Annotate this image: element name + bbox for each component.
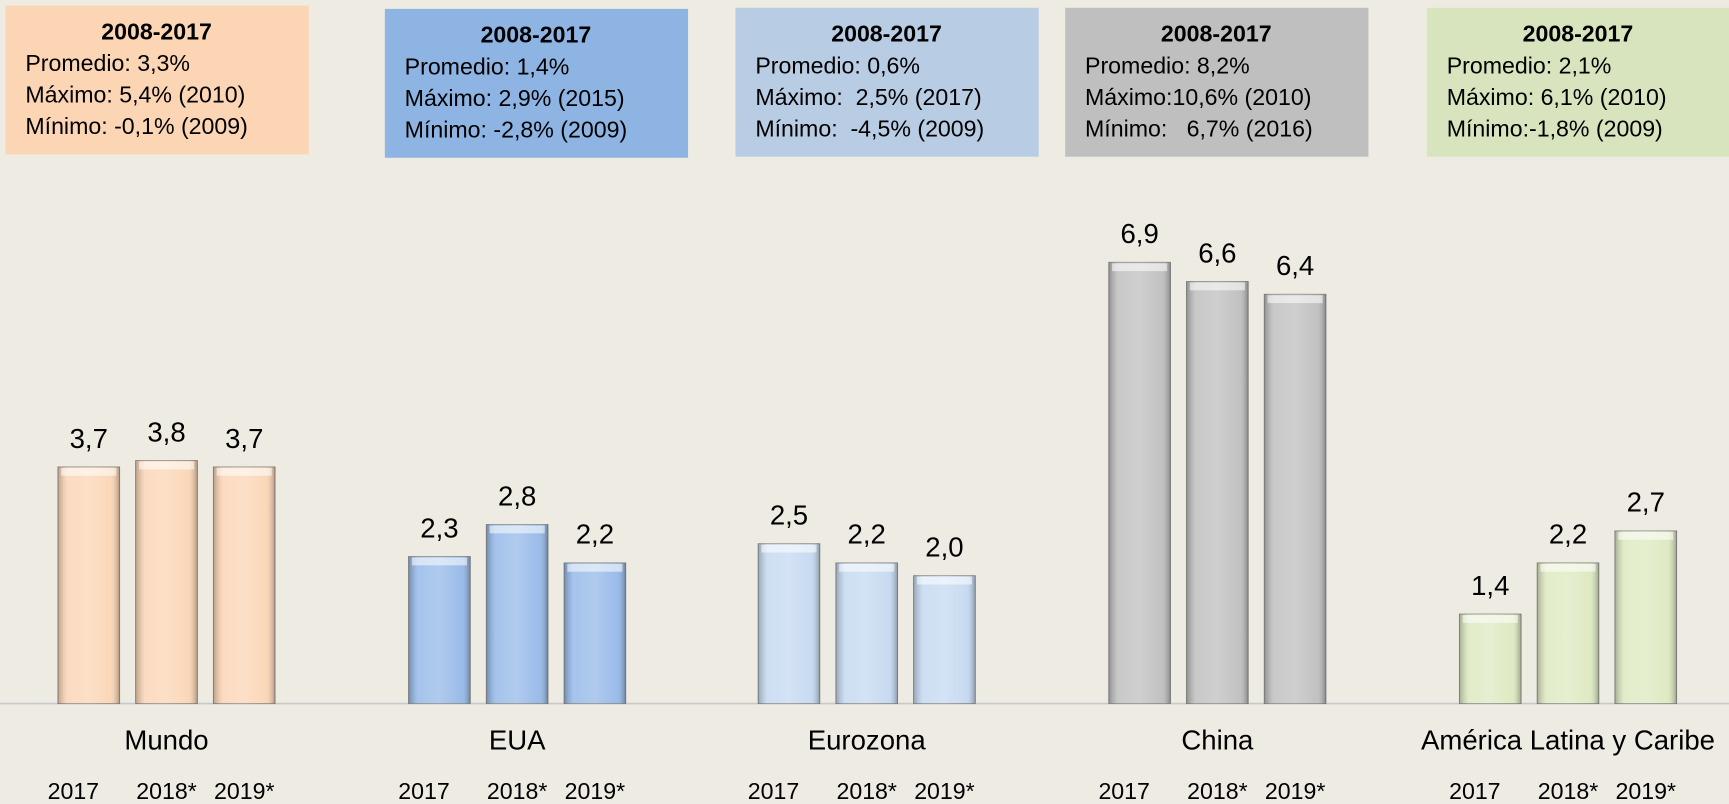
info-box-line: Promedio: 3,3% (25, 50, 190, 76)
info-box-title: 2008-2017 (1523, 20, 1634, 46)
value-label: 6,9 (1120, 218, 1158, 249)
year-label: 2017 (48, 778, 99, 804)
info-box-line: Mínimo: -2,8% (2009) (405, 116, 628, 142)
value-label: 3,7 (225, 423, 263, 454)
bar-cap (567, 563, 623, 572)
info-box-title: 2008-2017 (831, 20, 942, 46)
bar-cap (1189, 282, 1245, 291)
info-box-line: Promedio: 1,4% (405, 54, 570, 80)
bar-cap (1618, 532, 1674, 540)
bar-shade (913, 575, 976, 704)
bar-shade (835, 562, 898, 704)
category-label: América Latina y Caribe (1421, 724, 1715, 755)
bar-cap (1540, 563, 1596, 572)
info-box-line: Promedio: 8,2% (1085, 52, 1250, 78)
info-box-line: Mínimo: 6,7% (2016) (1085, 115, 1313, 141)
info-box (5, 5, 309, 155)
bar-cap (1462, 615, 1518, 623)
value-label: 3,8 (147, 416, 185, 447)
year-label: 2018* (1187, 778, 1247, 804)
value-label: 2,7 (1627, 487, 1665, 518)
value-label: 2,2 (1549, 519, 1587, 550)
bar-shade (1108, 262, 1171, 704)
info-box-line: Mínimo: -4,5% (2009) (755, 115, 984, 141)
value-label: 2,3 (420, 512, 458, 543)
bar-shade (135, 460, 198, 704)
bar-shade (564, 562, 626, 704)
year-label: 2019* (214, 778, 274, 804)
year-label: 2017 (1449, 778, 1500, 804)
bar-shade (408, 556, 471, 704)
year-label: 2017 (748, 778, 799, 804)
info-box (1065, 7, 1369, 157)
value-label: 2,2 (848, 519, 886, 550)
year-label: 2019* (565, 778, 625, 804)
bar-shade (1459, 614, 1522, 704)
bar-cap (138, 461, 195, 470)
year-label: 2017 (398, 778, 449, 804)
value-label: 1,4 (1471, 570, 1509, 601)
year-label: 2018* (1538, 778, 1598, 804)
info-box-title: 2008-2017 (1161, 20, 1272, 46)
bar-shade (1264, 294, 1326, 704)
value-label: 2,0 (925, 531, 963, 562)
year-label: 2019* (1616, 778, 1676, 804)
info-box-line: Máximo: 2,5% (2017) (755, 84, 981, 110)
year-label: 2019* (914, 778, 974, 804)
year-label: 2018* (487, 778, 547, 804)
category-label: Mundo (124, 724, 208, 755)
bar-cap (761, 544, 817, 553)
info-box-line: Mínimo: -0,1% (2009) (25, 113, 248, 139)
bar-cap (216, 468, 272, 476)
bar-cap (1112, 263, 1168, 272)
info-box-title: 2008-2017 (481, 22, 592, 48)
year-label: 2018* (836, 778, 896, 804)
year-label: 2019* (1265, 778, 1325, 804)
bar-shade (1537, 562, 1599, 704)
info-box (384, 8, 689, 158)
year-label: 2018* (136, 778, 196, 804)
category-label: China (1181, 724, 1254, 755)
value-label: 2,5 (770, 500, 808, 531)
bar-shade (1614, 530, 1677, 704)
bar-shade (486, 524, 549, 704)
category-label: Eurozona (808, 724, 927, 755)
bar-shade (57, 466, 120, 704)
bar-cap (839, 563, 895, 572)
bar-shade (1186, 281, 1249, 704)
year-label: 2017 (1098, 778, 1149, 804)
info-box-line: Promedio: 2,1% (1447, 52, 1612, 78)
info-box-line: Máximo: 6,1% (2010) (1447, 84, 1667, 110)
bar-cap (411, 557, 467, 566)
info-box-line: Máximo:10,6% (2010) (1085, 84, 1311, 110)
info-box (1426, 7, 1729, 157)
category-label: EUA (489, 724, 546, 755)
value-label: 6,6 (1198, 237, 1236, 268)
value-label: 2,2 (576, 519, 614, 550)
value-label: 3,7 (70, 423, 108, 454)
info-box (735, 7, 1039, 157)
bar-shade (758, 543, 820, 704)
info-box-title: 2008-2017 (101, 18, 212, 44)
bar-shade (213, 466, 276, 704)
value-label: 2,8 (498, 480, 536, 511)
bar-cap (916, 576, 973, 585)
bar-cap (489, 525, 545, 534)
info-box-line: Mínimo:-1,8% (2009) (1447, 115, 1663, 141)
value-label: 6,4 (1276, 250, 1314, 281)
info-box-line: Promedio: 0,6% (755, 52, 920, 78)
bar-cap (61, 468, 117, 476)
info-box-line: Máximo: 5,4% (2010) (25, 82, 245, 108)
info-box-line: Máximo: 2,9% (2015) (405, 85, 625, 111)
bar-cap (1267, 295, 1323, 304)
